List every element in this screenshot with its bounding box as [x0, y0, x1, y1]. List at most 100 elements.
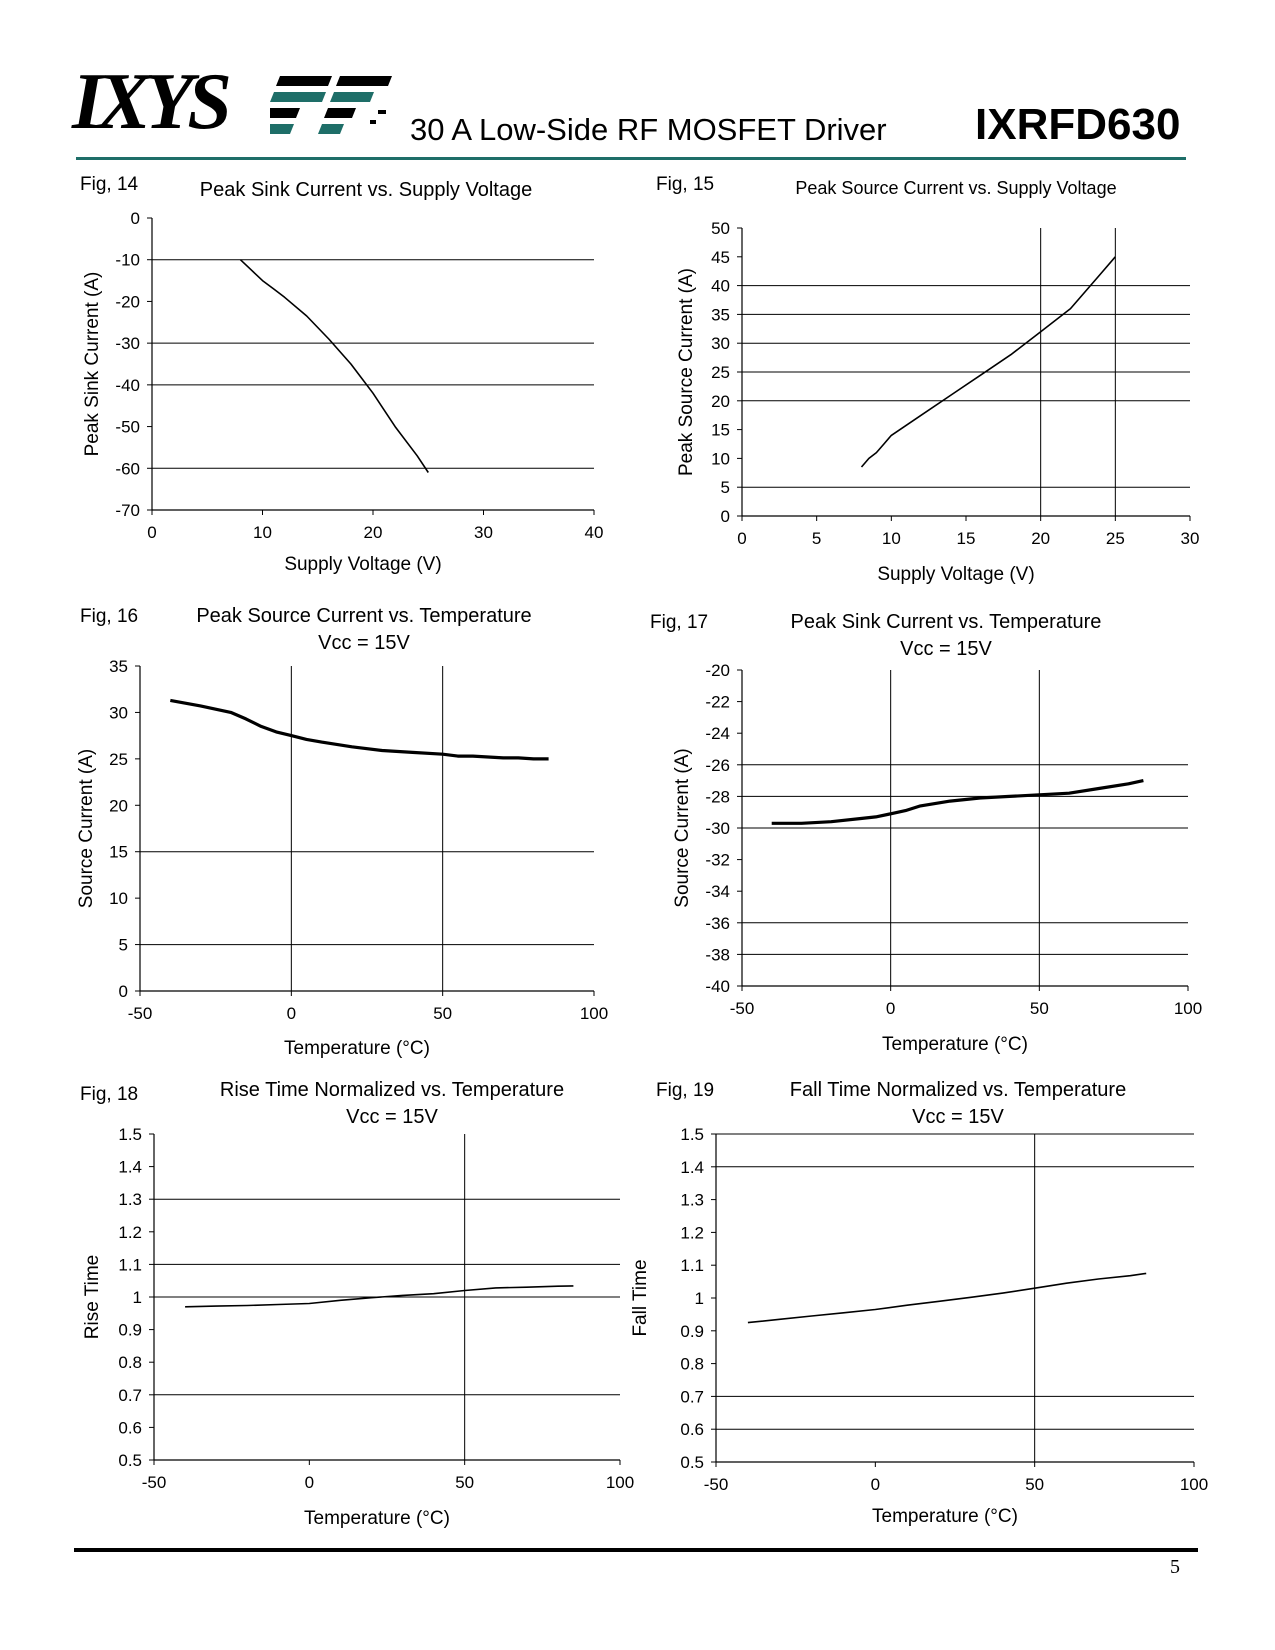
- y-tick-label: -26: [705, 756, 730, 775]
- x-tick-label: 100: [580, 1004, 608, 1023]
- y-tick-label: -40: [705, 977, 730, 996]
- rf-logo-mark: [270, 76, 392, 134]
- series-line: [860, 256, 1116, 468]
- y-tick-label: 30: [711, 334, 730, 353]
- x-tick-label: 0: [871, 1475, 880, 1494]
- series-line: [185, 1285, 574, 1308]
- series-line: [239, 259, 429, 473]
- fig-label: Fig, 17: [650, 612, 708, 633]
- y-tick-label: 0.6: [680, 1420, 704, 1439]
- y-tick-label: 1.5: [118, 1125, 142, 1144]
- y-tick-label: 40: [711, 277, 730, 296]
- chart-title: Peak Sink Current vs. Supply Voltage: [200, 179, 532, 201]
- x-axis-label: Temperature (°C): [882, 1034, 1028, 1055]
- y-tick-label: 0: [131, 209, 140, 228]
- fig-label: Fig, 14: [80, 174, 139, 195]
- chart-fig19: Fig, 19 Fall Time Normalized vs. Temperat…: [630, 1079, 1208, 1527]
- chart-title: Peak Source Current vs. Supply Voltage: [795, 178, 1116, 198]
- y-tick-label: -34: [705, 882, 730, 901]
- y-tick-label: 50: [711, 219, 730, 238]
- ixys-rf-logo: IXYS: [72, 62, 402, 142]
- series-line: [771, 779, 1144, 825]
- x-tick-label: -50: [142, 1473, 167, 1492]
- y-tick-label: 1: [695, 1289, 704, 1308]
- chart-title: Rise Time Normalized vs. Temperature: [220, 1079, 564, 1101]
- x-tick-label: 30: [474, 523, 493, 542]
- y-tick-label: 35: [109, 657, 128, 676]
- chart-fig15: Fig, 15 Peak Source Current vs. Supply Vo…: [656, 174, 1199, 585]
- y-tick-label: 1: [133, 1288, 142, 1307]
- y-tick-label: 1.3: [680, 1191, 704, 1210]
- y-tick-label: 0.9: [680, 1322, 704, 1341]
- chart-title: Peak Sink Current vs. Temperature: [791, 611, 1102, 633]
- fig-label: Fig, 19: [656, 1080, 714, 1101]
- y-tick-label: -20: [115, 292, 140, 311]
- y-tick-label: 30: [109, 703, 128, 722]
- fig-label: Fig, 16: [80, 606, 138, 627]
- x-tick-label: -50: [730, 999, 755, 1018]
- x-tick-label: 0: [147, 523, 156, 542]
- y-tick-label: -38: [705, 945, 730, 964]
- x-tick-label: 100: [1174, 999, 1202, 1018]
- y-tick-label: 0.9: [118, 1321, 142, 1340]
- series-line: [170, 698, 549, 761]
- y-tick-label: -32: [705, 851, 730, 870]
- y-axis-label: Source Current (A): [76, 749, 97, 908]
- x-tick-label: -50: [128, 1004, 153, 1023]
- y-tick-label: 1.4: [680, 1158, 704, 1177]
- chart-subtitle: Vcc = 15V: [900, 638, 992, 660]
- chart-title: Peak Source Current vs. Temperature: [196, 605, 531, 627]
- x-tick-label: 25: [1106, 529, 1125, 548]
- x-axis-label: Temperature (°C): [284, 1038, 430, 1059]
- x-tick-label: 40: [585, 523, 604, 542]
- y-axis-label: Peak Sink Current (A): [82, 272, 103, 457]
- y-tick-label: 15: [711, 421, 730, 440]
- y-tick-label: 0.5: [680, 1453, 704, 1472]
- x-tick-label: 20: [364, 523, 383, 542]
- y-axis-label: Rise Time: [82, 1255, 103, 1339]
- document-subtitle: 30 A Low-Side RF MOSFET Driver: [410, 112, 887, 147]
- y-tick-label: 1.4: [118, 1158, 142, 1177]
- chart-fig17: Fig, 17 Peak Sink Current vs. Temperature…: [650, 611, 1202, 1055]
- x-tick-label: 30: [1181, 529, 1200, 548]
- logo-wordmark: IXYS: [72, 58, 232, 146]
- y-tick-label: 1.5: [680, 1125, 704, 1144]
- y-tick-label: 0.6: [118, 1418, 142, 1437]
- header-rule: [76, 157, 1186, 160]
- y-tick-label: 1.1: [118, 1255, 142, 1274]
- y-tick-label: -20: [705, 661, 730, 680]
- y-tick-label: -28: [705, 787, 730, 806]
- chart-subtitle: Vcc = 15V: [346, 1106, 438, 1128]
- x-tick-label: -50: [704, 1475, 729, 1494]
- x-axis-label: Supply Voltage (V): [284, 554, 441, 575]
- y-tick-label: 1.3: [118, 1190, 142, 1209]
- y-tick-label: 1.2: [680, 1223, 704, 1242]
- y-tick-label: 5: [119, 936, 128, 955]
- y-tick-label: -30: [115, 334, 140, 353]
- x-axis-label: Supply Voltage (V): [877, 564, 1034, 585]
- x-tick-label: 10: [253, 523, 272, 542]
- y-tick-label: 0: [119, 982, 128, 1001]
- y-axis-label: Fall Time: [630, 1259, 651, 1336]
- x-tick-label: 50: [1030, 999, 1049, 1018]
- part-number: IXRFD630: [975, 100, 1181, 149]
- x-tick-label: 10: [882, 529, 901, 548]
- y-tick-label: 0.5: [118, 1451, 142, 1470]
- fig-label: Fig, 18: [80, 1084, 138, 1105]
- x-tick-label: 100: [606, 1473, 634, 1492]
- chart-fig14: Fig, 14 Peak Sink Current vs. Supply Volt…: [80, 174, 603, 575]
- x-tick-label: 0: [287, 1004, 296, 1023]
- y-tick-label: 0.8: [680, 1355, 704, 1374]
- y-tick-label: 25: [711, 363, 730, 382]
- y-tick-label: -36: [705, 914, 730, 933]
- chart-subtitle: Vcc = 15V: [912, 1106, 1004, 1128]
- y-tick-label: 0.7: [680, 1387, 704, 1406]
- y-axis-label: Source Current (A): [672, 748, 693, 907]
- x-tick-label: 0: [305, 1473, 314, 1492]
- y-tick-label: 5: [721, 478, 730, 497]
- y-tick-label: -40: [115, 376, 140, 395]
- chart-fig18: Fig, 18 Rise Time Normalized vs. Temperat…: [80, 1079, 634, 1529]
- chart-fig16: Fig, 16 Peak Source Current vs. Temperatu…: [76, 605, 608, 1059]
- y-tick-label: 20: [109, 796, 128, 815]
